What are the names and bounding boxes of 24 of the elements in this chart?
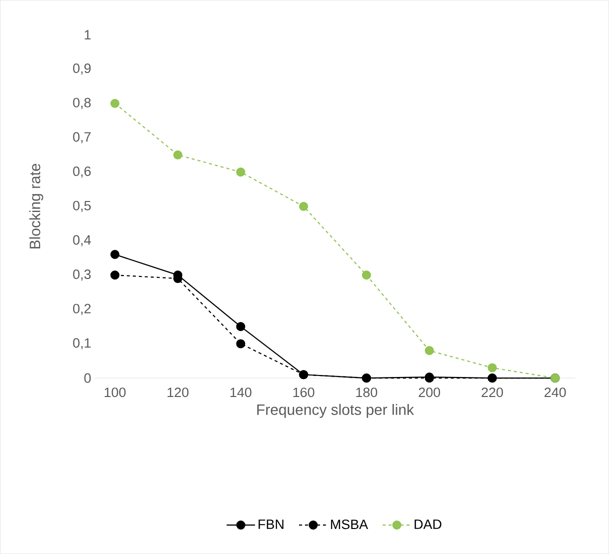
legend-label: MSBA <box>331 520 368 530</box>
y-tick-label: 1 <box>84 30 91 40</box>
x-axis-title: Frequency slots per link <box>257 404 414 418</box>
y-tick-label: 0,3 <box>73 270 91 281</box>
y-tick-label: 0,1 <box>73 338 91 350</box>
y-tick-label: 0,5 <box>73 200 91 212</box>
x-tick-label: 180 <box>356 388 378 398</box>
x-tick-label: 240 <box>544 388 566 398</box>
y-tick-label: 0 <box>84 373 91 383</box>
x-tick-label: 200 <box>418 388 440 398</box>
legend-label: FBN <box>258 520 284 529</box>
x-tick-label: 100 <box>104 388 126 398</box>
x-tick-label: 120 <box>168 388 189 398</box>
y-tick-label: 0,7 <box>73 132 91 144</box>
x-tick-label: 160 <box>293 388 314 398</box>
y-tick-label: 0,4 <box>73 235 91 246</box>
y-axis-title: Blocking rate <box>29 164 44 248</box>
legend-label: DAD <box>414 520 442 529</box>
y-tick-label: 0,8 <box>73 98 91 109</box>
x-tick-label: 140 <box>230 388 252 398</box>
y-tick-label: 0,9 <box>73 64 91 75</box>
y-tick-label: 0,2 <box>73 304 91 315</box>
x-tick-label: 220 <box>482 388 503 398</box>
y-tick-label: 0,6 <box>73 166 91 178</box>
